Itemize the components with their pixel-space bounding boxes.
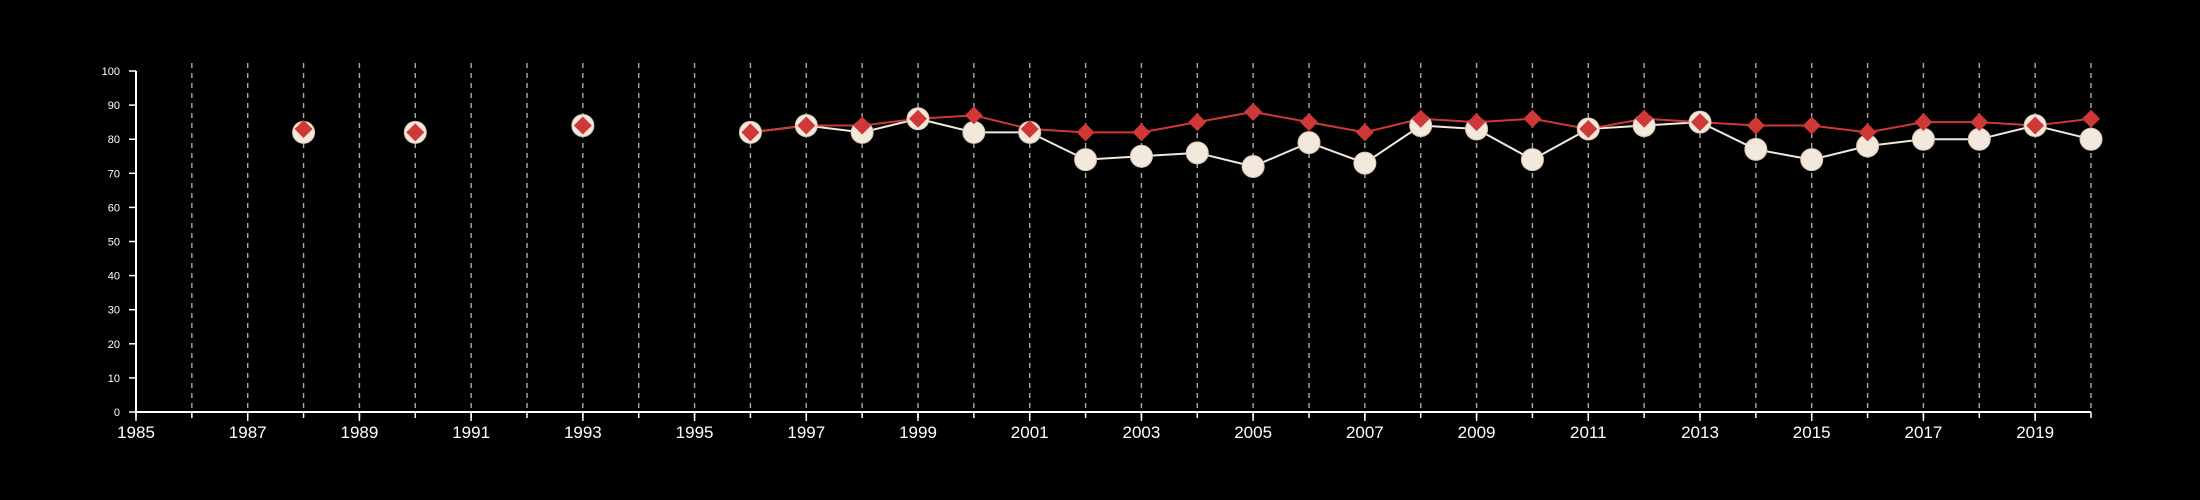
circle-marker-2020 xyxy=(2079,127,2103,151)
circle-marker-2003 xyxy=(1129,144,1153,168)
diamond-marker-2019 xyxy=(2026,116,2045,135)
y-tick-label-60: 60 xyxy=(108,202,120,214)
diamond-marker-2018 xyxy=(1970,113,1989,132)
y-tick-label-0: 0 xyxy=(114,407,120,419)
diamond-marker-2013 xyxy=(1691,113,1709,132)
x-tick-label-1999: 1999 xyxy=(899,423,937,442)
diamond-marker-1998 xyxy=(853,116,872,135)
y-tick-label-50: 50 xyxy=(108,237,120,249)
x-tick-label-1989: 1989 xyxy=(341,423,379,442)
diamond-marker-2001 xyxy=(1020,119,1039,138)
y-tick-label-20: 20 xyxy=(108,339,120,351)
diamond-marker-2017 xyxy=(1914,113,1933,132)
series-1-segment-2006 xyxy=(1252,110,1310,124)
diamond-marker-1988 xyxy=(294,119,313,138)
diamond-marker-2009 xyxy=(1467,113,1486,132)
circle-marker-2005 xyxy=(1241,154,1265,178)
diamond-marker-2011 xyxy=(1579,119,1598,138)
diamond-marker-1993 xyxy=(573,116,592,135)
diamond-marker-2014 xyxy=(1746,116,1765,135)
x-tick-label-2007: 2007 xyxy=(1346,423,1384,442)
diamond-marker-2010 xyxy=(1523,109,1542,128)
y-tick-label-100: 100 xyxy=(102,66,120,78)
data-series xyxy=(292,102,2103,178)
diamond-marker-2012 xyxy=(1635,109,1654,128)
x-tick-label-2001: 2001 xyxy=(1011,423,1049,442)
circle-marker-2006 xyxy=(1297,131,1321,155)
x-tick-label-1995: 1995 xyxy=(676,423,714,442)
y-tick-label-90: 90 xyxy=(108,100,120,112)
circle-marker-2015 xyxy=(1800,148,1824,172)
circle-marker-2010 xyxy=(1520,148,1544,172)
circle-marker-2017 xyxy=(1911,127,1935,151)
circle-marker-2007 xyxy=(1353,151,1377,175)
diamond-marker-2004 xyxy=(1188,113,1207,132)
diamond-marker-1990 xyxy=(406,123,425,142)
x-tick-label-1991: 1991 xyxy=(452,423,490,442)
circle-marker-2000 xyxy=(962,120,986,144)
grid-lines xyxy=(191,63,2092,412)
diamond-marker-2020 xyxy=(2082,109,2100,128)
x-tick-label-2003: 2003 xyxy=(1123,423,1161,442)
circle-marker-2014 xyxy=(1744,137,1768,161)
diamond-marker-2016 xyxy=(1858,123,1877,142)
x-tick-label-2013: 2013 xyxy=(1681,423,1719,442)
y-tick-label-10: 10 xyxy=(108,373,120,385)
x-tick-label-2005: 2005 xyxy=(1234,423,1272,442)
circle-marker-2002 xyxy=(1074,148,1098,172)
series-1-segment-2007 xyxy=(1308,121,1366,134)
circle-marker-2004 xyxy=(1185,141,1209,165)
x-tick-label-2011: 2011 xyxy=(1570,423,1607,442)
series-1-segment-2017 xyxy=(1867,121,1924,134)
circle-marker-2018 xyxy=(1967,127,1991,151)
series-1-segment-2005 xyxy=(1197,110,1254,124)
y-tick-label-40: 40 xyxy=(108,271,120,283)
x-tick-label-2017: 2017 xyxy=(1905,423,1943,442)
diamond-marker-2005 xyxy=(1244,102,1263,121)
y-tick-label-70: 70 xyxy=(108,168,120,180)
series-1-segment-2016 xyxy=(1811,124,1868,134)
y-tick-label-80: 80 xyxy=(108,134,120,146)
y-tick-label-30: 30 xyxy=(108,305,120,317)
x-tick-label-2009: 2009 xyxy=(1458,423,1496,442)
diamond-marker-1997 xyxy=(797,116,816,135)
x-tick-label-1987: 1987 xyxy=(229,423,267,442)
diamond-marker-1999 xyxy=(909,109,927,128)
series-1-segment-2010 xyxy=(1476,117,1533,124)
x-tick-label-2019: 2019 xyxy=(2016,423,2054,442)
x-tick-label-2015: 2015 xyxy=(1793,423,1831,442)
diamond-marker-2006 xyxy=(1300,113,1318,132)
axes: 0 10 20 30 40 50 60 70 80 90 100 1985 1987 1989 1991 19… xyxy=(102,66,2092,442)
diamond-marker-2007 xyxy=(1355,123,1374,142)
diamond-marker-2015 xyxy=(1802,116,1821,135)
series-1-segment-2004 xyxy=(1141,121,1198,134)
diamond-marker-2000 xyxy=(964,106,983,125)
x-tick-label-1993: 1993 xyxy=(564,423,602,442)
diamond-marker-1996 xyxy=(741,123,760,142)
diamond-marker-2003 xyxy=(1132,123,1151,142)
diamond-marker-2008 xyxy=(1411,109,1430,128)
x-tick-label-1997: 1997 xyxy=(787,423,825,442)
x-tick-label-1985: 1985 xyxy=(117,423,155,442)
diamond-marker-2002 xyxy=(1076,123,1095,142)
